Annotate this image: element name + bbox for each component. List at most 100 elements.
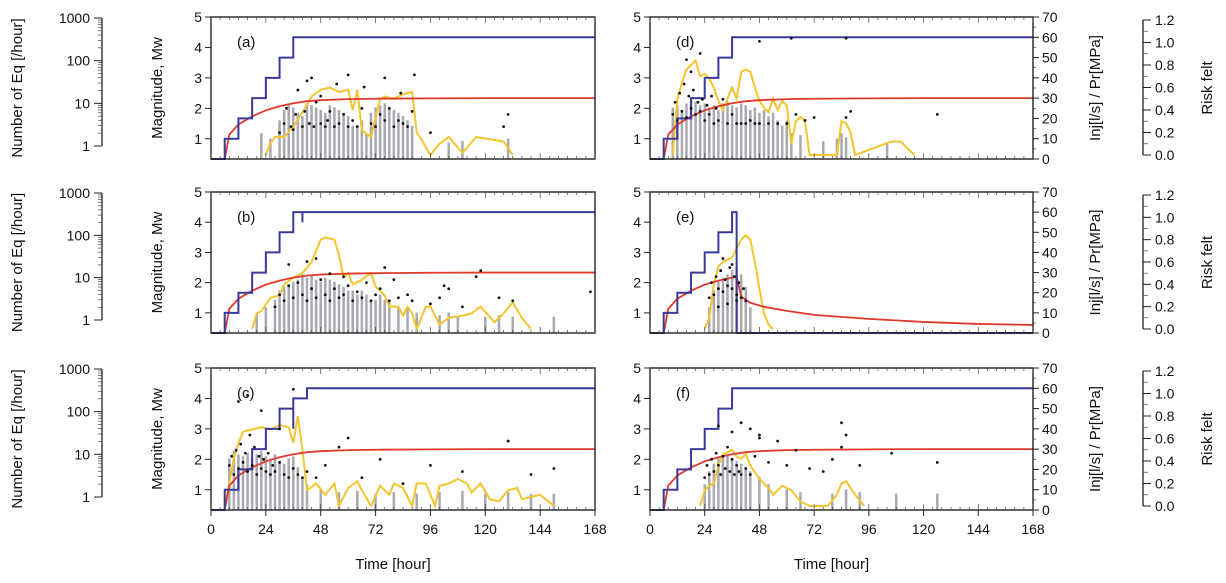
risk-axis-label: Risk felt <box>1199 235 1216 289</box>
risk-tick-label: 0.0 <box>1155 321 1175 337</box>
event-point <box>748 427 752 431</box>
rate-bar <box>301 476 304 510</box>
event-point <box>935 460 939 464</box>
magnitude-tick-label: 3 <box>194 421 202 437</box>
event-point <box>529 473 533 476</box>
event-point <box>410 109 414 113</box>
rate-bar <box>346 116 350 159</box>
event-point <box>346 73 350 77</box>
rate-bar <box>292 281 295 333</box>
event-point <box>705 464 709 467</box>
rate-bar <box>397 307 400 333</box>
rate-bar <box>708 107 711 159</box>
risk-tick-label: 0.2 <box>1155 476 1175 492</box>
magnitude-tick-label: 3 <box>194 244 202 260</box>
panel-label: (d) <box>676 34 694 51</box>
injection-axis-label: Inj[l/s] / Pr[MPa] <box>1087 210 1104 316</box>
injection-tick-label: 60 <box>1042 204 1058 220</box>
event-point <box>442 284 446 288</box>
event-point <box>323 125 327 128</box>
event-point <box>502 125 505 128</box>
event-point <box>273 470 277 473</box>
event-point <box>241 460 245 464</box>
event-point <box>812 116 816 119</box>
event-point <box>362 85 366 89</box>
magnitude-tick-label: 3 <box>194 70 202 86</box>
eq-rate-tick-label: 10 <box>74 95 90 111</box>
injection-tick-label: 30 <box>1042 265 1058 281</box>
event-point <box>323 464 327 467</box>
event-point <box>701 97 704 101</box>
risk-tick-label: 0.4 <box>1155 102 1175 118</box>
panel-label: (b) <box>237 209 255 226</box>
risk-tick-label: 0.8 <box>1155 408 1175 424</box>
rate-bar <box>730 270 734 333</box>
magnitude-tick-label: 4 <box>194 390 202 406</box>
pressure-line <box>211 271 595 334</box>
injection-tick-label: 70 <box>1042 360 1058 376</box>
event-point <box>703 476 707 479</box>
risk-tick-label: 0.0 <box>1155 147 1175 163</box>
injection-tick-label: 30 <box>1042 90 1058 106</box>
risk-felt-line <box>264 86 514 157</box>
event-point <box>285 106 288 110</box>
event-point <box>287 263 291 266</box>
injection-tick-label: 10 <box>1042 131 1058 147</box>
rate-bar <box>401 116 405 159</box>
event-point <box>735 122 739 125</box>
event-point <box>461 305 464 309</box>
rate-bar <box>374 107 377 159</box>
rate-bar <box>456 316 460 333</box>
event-point <box>728 470 732 473</box>
event-point <box>253 445 256 449</box>
event-point <box>730 113 734 116</box>
panel-label: (a) <box>237 34 255 51</box>
event-point <box>328 109 332 113</box>
rate-bar <box>264 456 268 510</box>
magnitude-tick-label: 4 <box>194 39 202 55</box>
event-point <box>935 113 939 116</box>
x-tick-label: 72 <box>368 521 384 537</box>
rate-bar <box>360 290 364 333</box>
rate-bar <box>356 294 359 333</box>
event-point <box>291 128 295 132</box>
event-point <box>506 113 510 116</box>
event-point <box>296 281 300 285</box>
panel-label: (e) <box>676 209 694 226</box>
rate-bar <box>282 109 286 159</box>
event-point <box>675 119 679 122</box>
event-point <box>250 464 254 467</box>
rate-bar <box>365 294 368 333</box>
event-point <box>346 125 350 128</box>
rate-bar <box>712 463 716 510</box>
x-tick-label: 120 <box>474 521 498 537</box>
event-point <box>282 299 286 303</box>
event-point <box>278 131 281 135</box>
event-point <box>712 470 716 473</box>
rate-bar <box>739 103 743 159</box>
event-point <box>758 39 761 43</box>
event-point <box>776 122 780 125</box>
rate-bar <box>282 463 286 510</box>
x-tick-label: 144 <box>967 521 991 537</box>
event-point <box>744 122 748 125</box>
rate-bar <box>726 101 729 159</box>
rate-bar <box>935 493 939 510</box>
event-point <box>397 119 400 122</box>
event-point <box>360 106 364 110</box>
magnitude-tick-label: 2 <box>633 451 641 467</box>
rate-bar <box>785 120 789 159</box>
event-point <box>237 400 240 403</box>
rate-bar <box>310 105 313 159</box>
rate-bar <box>319 109 322 159</box>
rate-bar <box>721 456 725 510</box>
magnitude-tick-label: 3 <box>633 421 641 437</box>
event-point <box>732 275 736 279</box>
event-point <box>346 436 350 440</box>
event-point <box>413 73 416 77</box>
event-point <box>257 454 261 458</box>
x-tick-label: 120 <box>912 521 936 537</box>
event-point <box>589 290 592 294</box>
magnitude-tick-label: 2 <box>194 451 202 467</box>
